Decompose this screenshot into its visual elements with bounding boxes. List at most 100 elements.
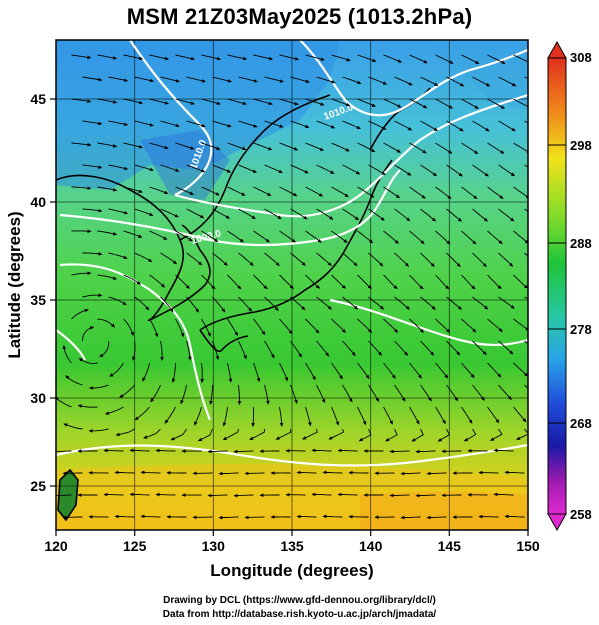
- wind-arrow: [383, 142, 402, 153]
- x-tick-label: 135: [280, 538, 304, 554]
- wind-arrow: [186, 164, 206, 173]
- wind-arrow: [316, 340, 330, 357]
- wind-arrow: [368, 252, 384, 267]
- wind-arrow: [357, 406, 367, 426]
- wind-arrow: [249, 428, 265, 440]
- wind-arrow: [279, 98, 299, 106]
- wind-arrow: [498, 340, 514, 355]
- wind-arrow: [490, 428, 503, 441]
- wind-arrow: [227, 54, 248, 61]
- wind-arrow: [446, 208, 462, 222]
- wind-arrow: [498, 76, 517, 87]
- wind-arrow: [435, 362, 449, 379]
- wind-arrow: [253, 274, 268, 290]
- wind-arrow: [357, 318, 373, 333]
- wind-arrow: [331, 274, 347, 289]
- wind-arrow: [201, 274, 216, 290]
- wind-arrow: [82, 326, 95, 342]
- wind-arrow: [209, 384, 213, 405]
- wind-arrow: [108, 76, 129, 82]
- wind-arrow: [123, 274, 142, 285]
- wind-arrow: [132, 340, 136, 361]
- wind-arrow: [328, 428, 345, 440]
- wind-arrow: [108, 120, 129, 126]
- wind-arrow: [275, 428, 292, 440]
- x-tick-label: 140: [359, 538, 383, 554]
- wind-arrow: [197, 428, 213, 442]
- map-field: 1010.0 1008.0 1010.0: [56, 40, 528, 530]
- wind-arrow: [415, 449, 436, 454]
- wind-arrow: [175, 230, 193, 242]
- wind-arrow: [316, 164, 335, 174]
- wind-arrow: [368, 340, 382, 356]
- wind-arrow: [513, 406, 527, 423]
- wind-arrow: [218, 515, 239, 520]
- wind-arrow: [435, 406, 446, 425]
- map-title: MSM 21Z03May2025 (1013.2hPa): [126, 4, 473, 29]
- wind-arrow: [305, 274, 321, 289]
- wind-arrow: [207, 493, 228, 498]
- wind-arrow: [498, 120, 516, 132]
- wind-arrow: [238, 252, 254, 267]
- wind-arrow: [290, 164, 309, 174]
- wind-arrow: [389, 449, 410, 454]
- wind-arrow: [123, 54, 144, 61]
- wind-arrow: [123, 186, 143, 193]
- wind-arrow: [56, 494, 72, 496]
- x-tick-label: 145: [438, 538, 462, 554]
- wind-arrow: [238, 76, 258, 83]
- wind-arrow: [212, 120, 232, 128]
- wind-arrow: [524, 208, 528, 213]
- wind-arrow: [56, 396, 72, 408]
- wind-arrow: [201, 230, 219, 243]
- wind-arrow: [394, 252, 410, 267]
- wind-arrow: [233, 493, 254, 498]
- wind-arrow: [435, 142, 453, 154]
- colorbar-label: 258: [570, 507, 592, 522]
- wind-arrow: [129, 492, 150, 497]
- wind-arrow: [212, 340, 220, 361]
- wind-arrow: [290, 76, 310, 83]
- wind-arrow: [279, 54, 300, 61]
- wind-arrow: [134, 120, 154, 127]
- wind-arrow: [446, 164, 463, 177]
- wind-arrow: [487, 274, 502, 289]
- wind-arrow: [222, 428, 239, 441]
- wind-arrow: [305, 230, 322, 243]
- wind-arrow: [97, 186, 118, 192]
- wind-arrow: [123, 230, 143, 238]
- wind-arrow: [56, 450, 72, 452]
- wind-arrow: [71, 142, 92, 147]
- wind-arrow: [516, 428, 528, 440]
- wind-arrow: [383, 406, 393, 425]
- wind-arrow: [305, 186, 324, 197]
- wind-arrow: [342, 296, 359, 310]
- wind-arrow: [171, 362, 176, 383]
- y-tick-label: 45: [30, 91, 46, 107]
- wind-arrow: [212, 164, 232, 173]
- wind-arrow: [123, 98, 144, 105]
- colorbar-top-arrow: [547, 40, 567, 59]
- wind-arrow: [227, 362, 233, 383]
- wind-arrow: [160, 296, 174, 313]
- wind-arrow: [357, 362, 370, 380]
- wind-arrow: [337, 448, 358, 453]
- wind-arrow: [71, 308, 89, 320]
- wind-arrow: [175, 98, 195, 105]
- wind-arrow: [201, 318, 211, 337]
- wind-arrow: [212, 76, 233, 83]
- wind-arrow: [88, 428, 109, 433]
- wind-arrow: [316, 208, 334, 220]
- wind-arrow: [409, 54, 428, 64]
- wind-arrow: [264, 296, 279, 312]
- colorbar-bottom-arrow: [547, 513, 567, 532]
- wind-arrow: [409, 98, 428, 109]
- wind-arrow: [446, 296, 462, 310]
- wind-arrow: [316, 120, 336, 129]
- y-tick-label: 35: [30, 292, 46, 308]
- wind-arrow: [253, 318, 266, 336]
- wind-arrow: [487, 318, 503, 332]
- wind-arrow: [383, 274, 398, 290]
- wind-arrow: [472, 120, 490, 132]
- wind-arrow: [409, 230, 425, 245]
